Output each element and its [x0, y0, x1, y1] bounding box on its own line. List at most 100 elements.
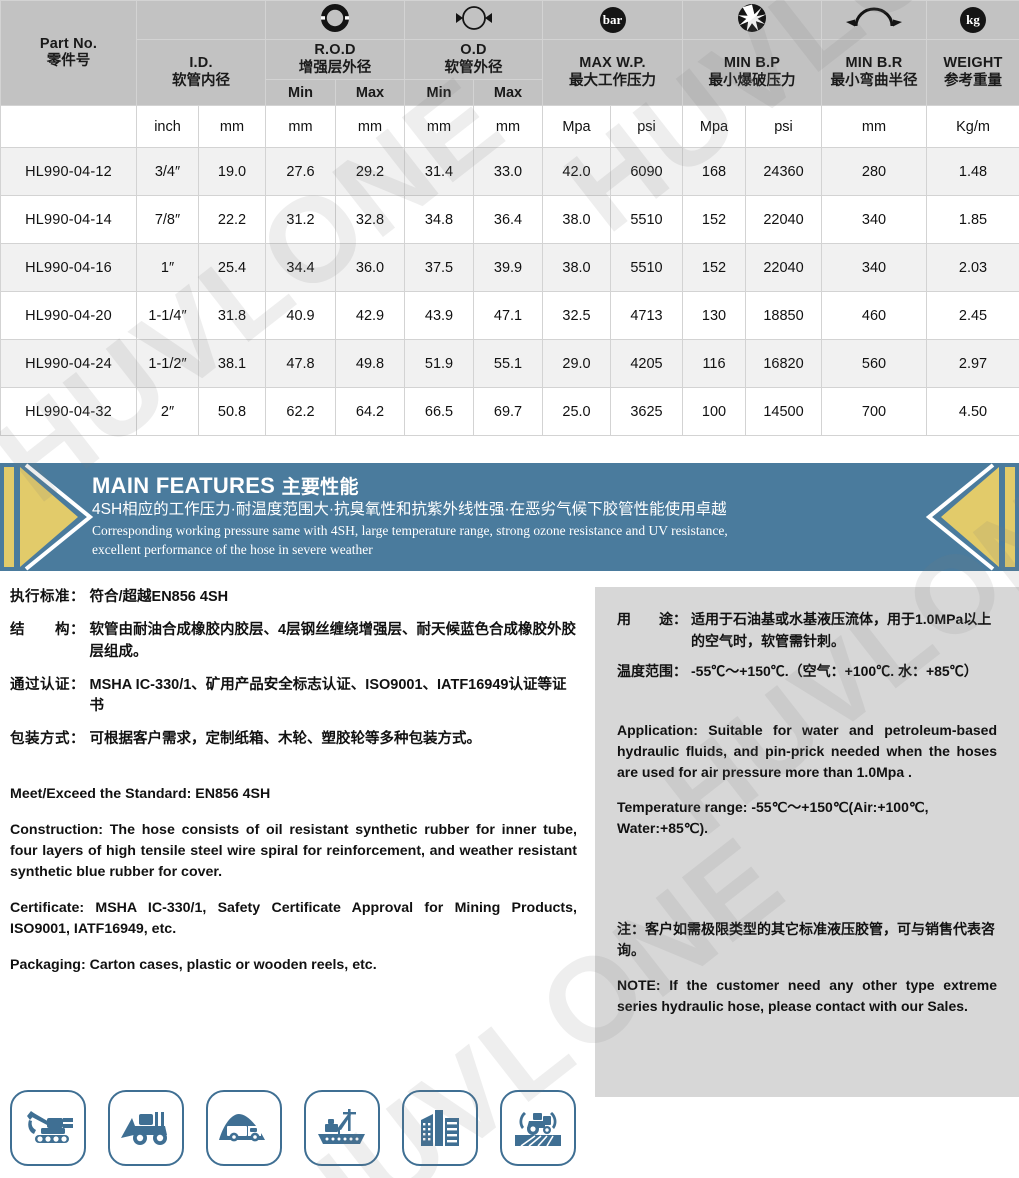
table-head: Part No. 零件号: [0, 0, 1019, 107]
header-od-max: Max: [473, 79, 543, 107]
cell-part-no: HL990-04-24: [0, 339, 137, 389]
table-row[interactable]: HL990-04-32 2″ 50.8 62.2 64.2 66.5 69.7 …: [0, 387, 1019, 437]
cell-wp-mpa: 42.0: [542, 147, 611, 197]
unit-part: [0, 105, 137, 149]
cell-bp-mpa: 168: [682, 147, 746, 197]
cell-id-mm: 22.2: [198, 195, 266, 245]
content-area: 执行标准 ： 符合/超越EN856 4SH 结 构 ： 软管由耐油合成橡胶内胶层…: [0, 587, 1019, 1098]
temperature-cn-label: 温度范围: [617, 662, 673, 679]
header-min-br: MIN B.R 最小弯曲半径: [821, 38, 927, 107]
bar-pressure-icon: bar: [542, 0, 683, 40]
banner-title-cn: 主要性能: [281, 477, 359, 499]
cell-rod-max: 36.0: [335, 243, 405, 293]
banner-title: MAIN FEATURES 主要性能: [92, 473, 728, 499]
ship-crane-icon[interactable]: [304, 1090, 380, 1166]
cell-bp-mpa: 152: [682, 195, 746, 245]
note-cn: 注：客户如需极限类型的其它标准液压胶管，可与销售代表咨询。: [617, 921, 995, 959]
cell-wp-psi: 6090: [610, 147, 683, 197]
cell-bp-psi: 16820: [745, 339, 822, 389]
kg-weight-icon: kg: [926, 0, 1019, 40]
cell-bp-psi: 22040: [745, 243, 822, 293]
cell-od-min: 43.9: [404, 291, 474, 341]
spec-construction-cn-label: 结 构: [10, 622, 70, 639]
unit-rod-min: mm: [265, 105, 336, 149]
application-cn-label: 用 途: [617, 611, 673, 628]
cell-part-no: HL990-04-12: [0, 147, 137, 197]
unit-br-mm: mm: [821, 105, 927, 149]
spec-construction-cn: 结 构 ： 软管由耐油合成橡胶内胶层、4层钢丝缠绕增强层、耐天候蓝色合成橡胶外胶…: [10, 620, 577, 664]
agriculture-tractor-icon[interactable]: [500, 1090, 576, 1166]
table-row[interactable]: HL990-04-14 7/8″ 22.2 31.2 32.8 34.8 36.…: [0, 195, 1019, 245]
table-row[interactable]: HL990-04-24 1-1/2″ 38.1 47.8 49.8 51.9 5…: [0, 339, 1019, 389]
cell-od-min: 51.9: [404, 339, 474, 389]
table-row[interactable]: HL990-04-20 1-1/4″ 31.8 40.9 42.9 43.9 4…: [0, 291, 1019, 341]
cell-br-mm: 700: [821, 387, 927, 437]
header-part-no: Part No. 零件号: [0, 0, 137, 107]
spec-standard-cn-value: 符合/超越EN856 4SH: [89, 589, 229, 606]
cell-rod-max: 49.8: [335, 339, 405, 389]
cell-rod-max: 42.9: [335, 291, 405, 341]
cell-bp-psi: 22040: [745, 195, 822, 245]
cell-rod-max: 29.2: [335, 147, 405, 197]
colon: ：: [673, 611, 687, 628]
industry-icons-row: [10, 1090, 576, 1166]
burst-star-icon: [682, 0, 822, 40]
cell-od-max: 36.4: [473, 195, 543, 245]
cell-id-mm: 19.0: [198, 147, 266, 197]
cell-rod-min: 27.6: [265, 147, 336, 197]
right-panel: 用 途 ： 适用于石油基或水基液压流体，用于1.0MPa以上的空气时，软管需针刺…: [595, 587, 1019, 1098]
cell-wp-mpa: 29.0: [542, 339, 611, 389]
cell-id-inch: 3/4″: [136, 147, 199, 197]
unit-wp-psi: psi: [610, 105, 683, 149]
cell-id-mm: 25.4: [198, 243, 266, 293]
colon: ：: [70, 589, 85, 606]
header-title-row: I.D. 软管内径 R.O.D 增强层外径 O.D 软管外径 MAX W.P. …: [1, 38, 1019, 107]
table-unit-row-group: inch mm mm mm mm mm Mpa psi Mpa psi mm K…: [0, 105, 1019, 149]
spec-certificate-en: Certificate: MSHA IC-330/1, Safety Certi…: [10, 900, 577, 937]
cell-id-inch: 2″: [136, 387, 199, 437]
mining-truck-icon[interactable]: [206, 1090, 282, 1166]
cell-part-no: HL990-04-20: [0, 291, 137, 341]
spec-certificate-cn-value: MSHA IC-330/1、矿用产品安全标志认证、ISO9001、IATF169…: [89, 676, 567, 715]
cell-od-max: 55.1: [473, 339, 543, 389]
cell-weight: 1.85: [926, 195, 1019, 245]
cell-weight: 1.48: [926, 147, 1019, 197]
cell-od-max: 33.0: [473, 147, 543, 197]
table-row[interactable]: HL990-04-12 3/4″ 19.0 27.6 29.2 31.4 33.…: [0, 147, 1019, 197]
cell-rod-min: 34.4: [265, 243, 336, 293]
cell-wp-mpa: 38.0: [542, 243, 611, 293]
spec-packaging-cn-value: 可根据客户需求，定制纸箱、木轮、塑胶轮等多种包装方式。: [89, 731, 482, 748]
header-min-bp: MIN B.P 最小爆破压力: [682, 38, 822, 107]
unit-bp-psi: psi: [745, 105, 822, 149]
cell-wp-psi: 4713: [610, 291, 683, 341]
building-icon[interactable]: [402, 1090, 478, 1166]
cell-od-max: 47.1: [473, 291, 543, 341]
header-id: I.D. 软管内径: [136, 38, 266, 107]
wheel-loader-icon[interactable]: [108, 1090, 184, 1166]
bend-radius-arc-icon: [821, 0, 927, 40]
cell-wp-mpa: 25.0: [542, 387, 611, 437]
application-en: Application: Suitable for water and petr…: [617, 722, 997, 781]
main-features-banner: MAIN FEATURES 主要性能 4SH相应的工作压力·耐温度范围大·抗臭氧…: [0, 463, 1019, 572]
cell-id-inch: 1-1/2″: [136, 339, 199, 389]
cell-wp-psi: 5510: [610, 195, 683, 245]
banner-text-block: MAIN FEATURES 主要性能 4SH相应的工作压力·耐温度范围大·抗臭氧…: [92, 473, 728, 559]
cell-od-min: 34.8: [404, 195, 474, 245]
cell-id-inch: 7/8″: [136, 195, 199, 245]
application-cn-value: 适用于石油基或水基液压流体，用于1.0MPa以上的空气时，软管需针刺。: [691, 611, 992, 650]
reinforcement-ring-icon: [265, 0, 405, 40]
cell-od-min: 37.5: [404, 243, 474, 293]
spec-standard-cn-label: 执行标准: [10, 589, 70, 606]
table-row[interactable]: HL990-04-16 1″ 25.4 34.4 36.0 37.5 39.9 …: [0, 243, 1019, 293]
header-max-wp: MAX W.P. 最大工作压力: [542, 38, 683, 107]
cell-id-mm: 50.8: [198, 387, 266, 437]
spec-packaging-cn: 包装方式 ： 可根据客户需求，定制纸箱、木轮、塑胶轮等多种包装方式。: [10, 729, 577, 751]
cell-bp-mpa: 130: [682, 291, 746, 341]
cell-rod-max: 64.2: [335, 387, 405, 437]
cell-br-mm: 280: [821, 147, 927, 197]
cell-bp-psi: 14500: [745, 387, 822, 437]
application-cn: 用 途 ： 适用于石油基或水基液压流体，用于1.0MPa以上的空气时，软管需针刺…: [617, 609, 997, 652]
excavator-icon[interactable]: [10, 1090, 86, 1166]
cell-part-no: HL990-04-32: [0, 387, 137, 437]
